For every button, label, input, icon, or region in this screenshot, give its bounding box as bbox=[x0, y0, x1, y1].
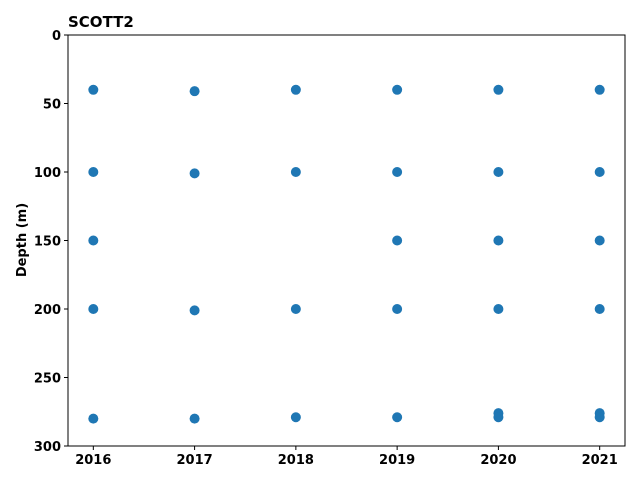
plot-frame bbox=[67, 34, 626, 447]
y-axis-label: Depth (m) bbox=[15, 203, 30, 277]
data-point bbox=[594, 84, 605, 95]
data-point bbox=[493, 304, 504, 314]
data-point bbox=[290, 304, 301, 314]
data-point bbox=[88, 304, 99, 314]
y-tick-label: 0 bbox=[52, 29, 61, 44]
chart-title: SCOTT2 bbox=[68, 13, 134, 31]
x-tick-label: 2017 bbox=[176, 453, 212, 468]
y-tick-label: 200 bbox=[34, 303, 61, 318]
data-point bbox=[392, 412, 403, 423]
x-tick-label: 2018 bbox=[278, 453, 314, 468]
y-tick-label: 150 bbox=[34, 235, 61, 250]
data-point bbox=[594, 167, 605, 177]
y-tick-label: 100 bbox=[34, 166, 61, 181]
data-point bbox=[493, 167, 504, 177]
data-point bbox=[493, 84, 504, 95]
data-point bbox=[594, 235, 605, 246]
data-point bbox=[189, 305, 200, 316]
data-point bbox=[392, 235, 403, 246]
plot-area bbox=[88, 84, 605, 424]
data-point bbox=[189, 86, 200, 97]
data-point bbox=[594, 304, 605, 314]
data-point bbox=[493, 412, 504, 423]
x-tick-label: 2021 bbox=[582, 453, 618, 468]
data-point bbox=[290, 167, 301, 177]
data-point bbox=[290, 84, 301, 95]
data-point bbox=[88, 167, 99, 177]
y-tick-label: 250 bbox=[34, 372, 61, 387]
x-tick-label: 2020 bbox=[480, 453, 516, 468]
data-point bbox=[88, 84, 99, 95]
data-point bbox=[392, 167, 403, 177]
data-point bbox=[189, 168, 200, 179]
data-point bbox=[88, 413, 99, 424]
data-point bbox=[594, 412, 605, 423]
data-point bbox=[392, 84, 403, 95]
data-point bbox=[392, 304, 403, 314]
data-point bbox=[88, 235, 99, 246]
data-point bbox=[189, 413, 200, 424]
data-point bbox=[290, 412, 301, 423]
x-tick-label: 2016 bbox=[75, 453, 111, 468]
y-tick-label: 300 bbox=[34, 440, 61, 455]
y-tick-label: 50 bbox=[43, 98, 61, 113]
x-tick-label: 2019 bbox=[379, 453, 415, 468]
data-point bbox=[493, 235, 504, 246]
